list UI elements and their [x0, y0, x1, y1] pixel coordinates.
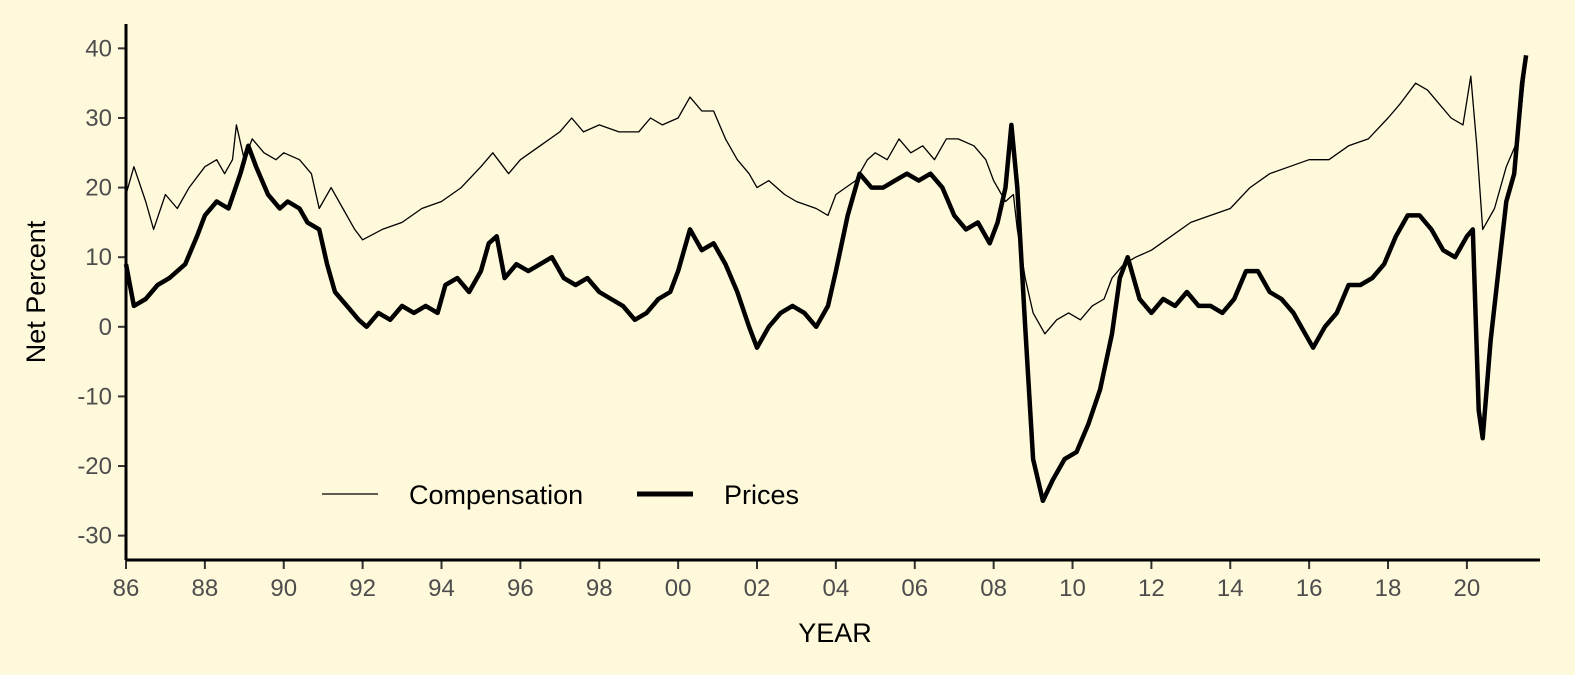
x-tick-label: 06: [901, 575, 928, 602]
series-line-compensation: [125, 62, 1527, 335]
x-tick-label: 02: [744, 575, 771, 602]
y-axis-title: Net Percent: [21, 220, 51, 363]
x-tick-label: 16: [1296, 575, 1323, 602]
y-tick-label: -30: [77, 523, 112, 550]
y-tick-label: -10: [77, 383, 112, 410]
x-tick-label: 14: [1217, 575, 1244, 602]
x-tick-label: 18: [1375, 575, 1402, 602]
y-tick-label: 40: [85, 35, 112, 62]
series-lines: [123, 54, 1529, 504]
y-tick-label: -20: [77, 453, 112, 480]
x-tick-label: 12: [1138, 575, 1165, 602]
legend: Compensation Prices: [322, 480, 799, 510]
y-tick-label: 0: [99, 314, 112, 341]
y-tick-label: 20: [85, 175, 112, 202]
x-axis: 86 88 90 92 94 96 98 00 02 04 06 08 10 12 14 16 18 20: [113, 560, 1481, 602]
x-tick-label: 98: [586, 575, 613, 602]
y-axis: -30 -20 -10 0 10 20 30 40: [77, 35, 126, 550]
x-tick-label: 90: [270, 575, 297, 602]
x-tick-label: 20: [1454, 575, 1481, 602]
y-tick-label: 10: [85, 244, 112, 271]
x-tick-label: 92: [349, 575, 376, 602]
x-tick-label: 88: [192, 575, 219, 602]
x-tick-label: 04: [823, 575, 850, 602]
x-tick-label: 86: [113, 575, 140, 602]
y-tick-label: 30: [85, 105, 112, 132]
x-tick-label: 08: [980, 575, 1007, 602]
series-line-prices: [123, 54, 1529, 504]
x-tick-label: 94: [428, 575, 455, 602]
x-axis-title: YEAR: [798, 618, 872, 648]
x-tick-label: 10: [1059, 575, 1086, 602]
x-tick-label: 96: [507, 575, 534, 602]
legend-label-compensation: Compensation: [409, 480, 583, 510]
x-tick-label: 00: [665, 575, 692, 602]
legend-label-prices: Prices: [724, 480, 799, 510]
